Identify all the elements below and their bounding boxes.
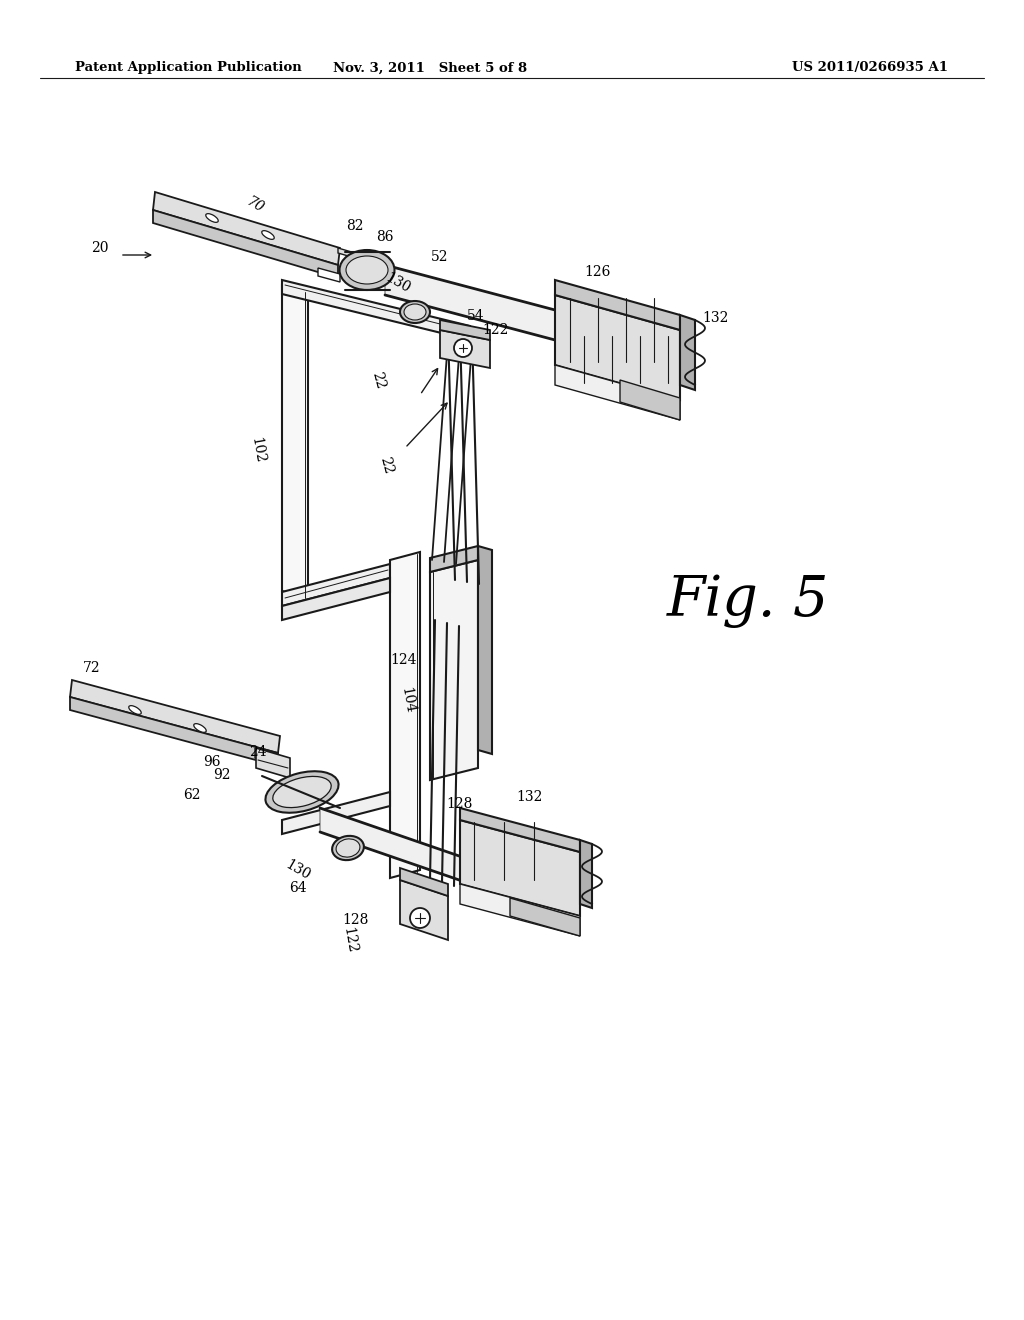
- Text: 54: 54: [467, 309, 484, 323]
- Polygon shape: [70, 680, 280, 752]
- Ellipse shape: [206, 214, 218, 222]
- Polygon shape: [385, 265, 555, 341]
- Text: 62: 62: [183, 788, 201, 803]
- Polygon shape: [478, 546, 492, 754]
- Text: 128: 128: [343, 913, 370, 927]
- Polygon shape: [255, 748, 278, 764]
- Text: 92: 92: [213, 768, 230, 781]
- Polygon shape: [390, 552, 420, 878]
- Text: 20: 20: [91, 242, 109, 255]
- Polygon shape: [680, 315, 695, 389]
- Ellipse shape: [346, 256, 388, 284]
- Polygon shape: [460, 808, 580, 851]
- Polygon shape: [319, 808, 465, 882]
- Text: 70: 70: [244, 194, 266, 215]
- Text: 96: 96: [203, 755, 221, 770]
- Polygon shape: [460, 884, 580, 936]
- Ellipse shape: [129, 706, 141, 714]
- Polygon shape: [460, 820, 580, 916]
- Text: US 2011/0266935 A1: US 2011/0266935 A1: [792, 62, 948, 74]
- Ellipse shape: [410, 908, 430, 928]
- Polygon shape: [282, 280, 470, 341]
- Text: 72: 72: [83, 661, 100, 675]
- Text: 22: 22: [377, 454, 395, 475]
- Polygon shape: [282, 578, 390, 620]
- Ellipse shape: [265, 771, 339, 813]
- Ellipse shape: [404, 304, 426, 319]
- Text: 82: 82: [346, 219, 364, 234]
- Text: 124: 124: [391, 653, 417, 667]
- Text: 126: 126: [585, 265, 611, 279]
- Ellipse shape: [336, 840, 359, 857]
- Ellipse shape: [194, 723, 206, 733]
- Polygon shape: [440, 330, 490, 368]
- Text: 122: 122: [341, 925, 359, 954]
- Text: 86: 86: [376, 230, 394, 244]
- Text: 102: 102: [249, 436, 267, 465]
- Text: 132: 132: [701, 312, 728, 325]
- Polygon shape: [400, 880, 449, 940]
- Text: 128: 128: [446, 797, 473, 810]
- Ellipse shape: [272, 776, 331, 808]
- Ellipse shape: [262, 231, 274, 239]
- Ellipse shape: [400, 301, 430, 323]
- Text: 52: 52: [431, 249, 449, 264]
- Polygon shape: [256, 748, 290, 777]
- Polygon shape: [430, 546, 478, 572]
- Text: 24: 24: [249, 744, 267, 759]
- Polygon shape: [555, 280, 680, 330]
- Polygon shape: [153, 191, 340, 265]
- Polygon shape: [282, 285, 308, 598]
- Ellipse shape: [340, 249, 394, 290]
- Text: 22: 22: [369, 370, 387, 391]
- Polygon shape: [400, 869, 449, 896]
- Text: 122: 122: [482, 323, 508, 337]
- Polygon shape: [153, 210, 338, 279]
- Text: Nov. 3, 2011   Sheet 5 of 8: Nov. 3, 2011 Sheet 5 of 8: [333, 62, 527, 74]
- Polygon shape: [282, 792, 390, 834]
- Polygon shape: [440, 319, 490, 341]
- Polygon shape: [555, 366, 680, 420]
- Text: 132: 132: [517, 789, 543, 804]
- Ellipse shape: [454, 339, 472, 356]
- Polygon shape: [430, 560, 478, 780]
- Polygon shape: [555, 294, 680, 400]
- Ellipse shape: [332, 836, 364, 861]
- Polygon shape: [510, 898, 580, 936]
- Text: Patent Application Publication: Patent Application Publication: [75, 62, 302, 74]
- Polygon shape: [70, 697, 278, 766]
- Text: 64: 64: [289, 880, 307, 895]
- Text: 104: 104: [398, 685, 417, 714]
- Polygon shape: [620, 380, 680, 420]
- Text: Fig. 5: Fig. 5: [667, 573, 828, 628]
- Polygon shape: [282, 564, 390, 606]
- Polygon shape: [318, 268, 340, 282]
- Polygon shape: [338, 248, 355, 257]
- Text: 130: 130: [283, 858, 313, 883]
- Text: 130: 130: [383, 271, 413, 296]
- Polygon shape: [580, 840, 592, 908]
